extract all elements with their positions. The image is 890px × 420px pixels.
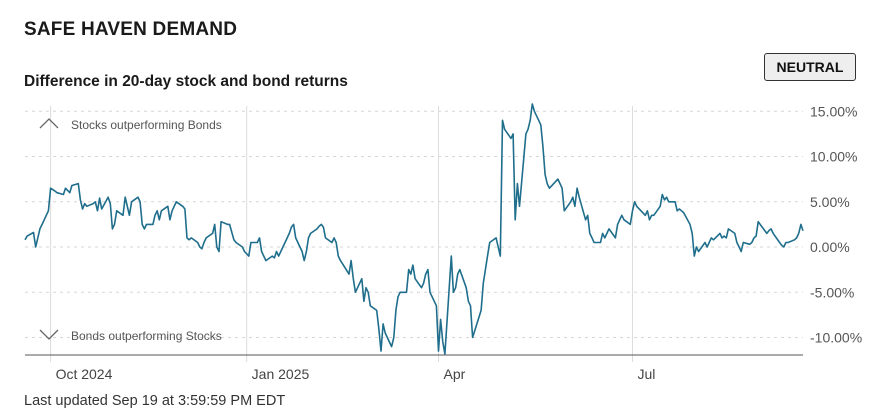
x-grid-lines (50, 106, 633, 362)
y-tick-label: 0.00% (810, 239, 850, 255)
x-tick-label: Jul (637, 366, 655, 382)
chart-subtitle: Difference in 20-day stock and bond retu… (24, 73, 348, 90)
y-tick-label: 10.00% (810, 149, 857, 165)
last-updated-text: Last updated Sep 19 at 3:59:59 PM EDT (24, 393, 286, 409)
y-tick-label: -5.00% (810, 284, 854, 300)
x-tick-labels: Oct 2024 Jan 2025 Apr Jul (56, 366, 656, 382)
y-tick-label: 15.00% (810, 103, 857, 119)
y-tick-label: 5.00% (810, 194, 850, 210)
stocks-outperforming-annotation: Stocks outperforming Bonds (39, 118, 222, 132)
status-badge: NEUTRAL (764, 53, 856, 81)
chevron-down-icon (39, 329, 59, 340)
y-tick-label: -10.00% (810, 330, 862, 346)
annotation-bottom: Bonds outperforming Stocks (71, 329, 222, 343)
y-tick-labels: 15.00% 10.00% 5.00% 0.00% -5.00% -10.00% (810, 103, 862, 345)
x-tick-label: Apr (444, 366, 466, 382)
bonds-outperforming-annotation: Bonds outperforming Stocks (39, 329, 222, 343)
annotation-top: Stocks outperforming Bonds (71, 118, 222, 132)
line-chart: Stocks outperforming Bonds Bonds outperf… (24, 103, 862, 382)
x-tick-label: Jan 2025 (252, 366, 310, 382)
page-title: SAFE HAVEN DEMAND (24, 19, 238, 40)
chevron-up-icon (39, 118, 59, 129)
series-line (24, 103, 804, 355)
x-tick-label: Oct 2024 (56, 366, 113, 382)
